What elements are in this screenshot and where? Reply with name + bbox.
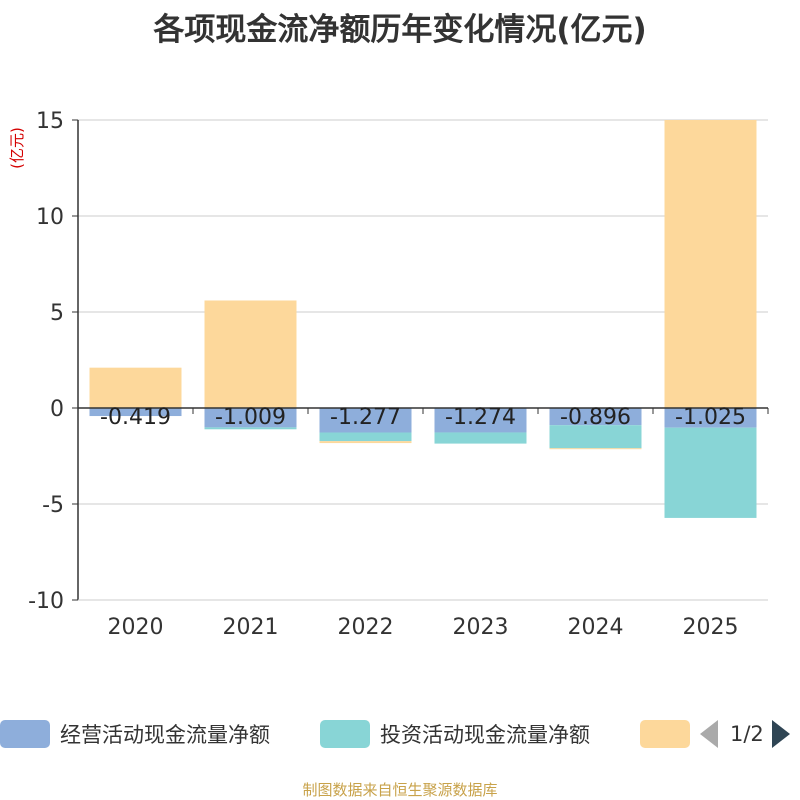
legend-label-operating: 经营活动现金流量净额 bbox=[60, 723, 270, 747]
y-tick-label: 5 bbox=[50, 301, 64, 326]
legend-item-operating[interactable]: 经营活动现金流量净额 bbox=[0, 716, 270, 752]
data-label: -1.274 bbox=[445, 405, 516, 430]
bar-2024-s0 bbox=[549, 408, 642, 426]
y-tick-label: -10 bbox=[28, 589, 64, 614]
y-tick-label: -5 bbox=[42, 493, 64, 518]
pager-next-icon[interactable] bbox=[771, 720, 790, 748]
pager-prev-icon[interactable] bbox=[700, 720, 718, 748]
x-tick-label: 2021 bbox=[223, 615, 279, 640]
legend-pager: 1/2 bbox=[700, 716, 790, 752]
legend: 经营活动现金流量净额 投资活动现金流量净额 1/2 bbox=[0, 716, 800, 752]
legend-swatch-investing bbox=[320, 720, 370, 748]
bar-2024-s1 bbox=[549, 425, 642, 449]
bar-2022-s2 bbox=[319, 441, 412, 444]
y-tick-label: 15 bbox=[36, 109, 64, 134]
x-tick-label: 2025 bbox=[683, 615, 739, 640]
bar-2022-s1 bbox=[319, 432, 412, 442]
x-tick-label: 2020 bbox=[108, 615, 164, 640]
x-tick-label: 2023 bbox=[453, 615, 509, 640]
legend-item-investing[interactable]: 投资活动现金流量净额 bbox=[320, 716, 590, 752]
data-label: -1.009 bbox=[215, 405, 286, 430]
bar-2021-s0 bbox=[204, 408, 297, 428]
bar-2023-s1 bbox=[434, 432, 527, 444]
bar-2021-s2 bbox=[204, 300, 297, 408]
pager-text: 1/2 bbox=[730, 722, 764, 746]
data-label: -0.896 bbox=[560, 405, 631, 430]
legend-swatch-financing bbox=[640, 720, 690, 748]
data-label: -1.025 bbox=[675, 405, 746, 430]
chart-title: 各项现金流净额历年变化情况(亿元) bbox=[153, 12, 647, 48]
y-tick-label: 10 bbox=[36, 205, 64, 230]
bar-2024-s2 bbox=[549, 448, 642, 450]
bar-2025-s2 bbox=[664, 120, 757, 408]
bar-2023-s0 bbox=[434, 408, 527, 433]
data-label: -0.419 bbox=[100, 405, 171, 430]
legend-item-financing[interactable] bbox=[640, 716, 690, 752]
y-tick-label: 0 bbox=[50, 397, 64, 422]
bar-2020-s0 bbox=[89, 408, 182, 417]
bar-2021-s1 bbox=[204, 427, 297, 430]
bar-2025-s0 bbox=[664, 408, 757, 428]
bar-2025-s1 bbox=[664, 427, 757, 518]
source-note: 制图数据来自恒生聚源数据库 bbox=[302, 781, 498, 799]
x-tick-label: 2024 bbox=[568, 615, 624, 640]
legend-swatch-operating bbox=[0, 720, 50, 748]
bar-2022-s0 bbox=[319, 408, 412, 433]
bar-2020-s2 bbox=[89, 367, 182, 408]
legend-label-investing: 投资活动现金流量净额 bbox=[380, 723, 590, 747]
x-tick-label: 2022 bbox=[338, 615, 394, 640]
data-label: -1.277 bbox=[330, 405, 401, 430]
y-axis-label: (亿元) bbox=[8, 127, 26, 169]
